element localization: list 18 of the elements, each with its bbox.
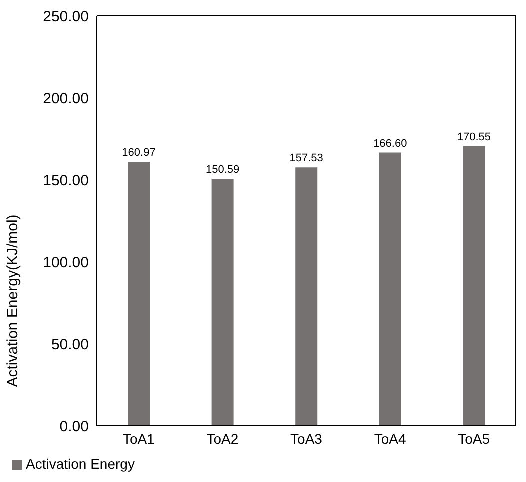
x-tick-label: ToA5 [458, 430, 490, 447]
text: 166.60 [374, 138, 408, 150]
x-tick-label: ToA1 [122, 430, 156, 447]
y-tick-label: 150.00 [43, 172, 89, 190]
y-tick-label: 250.00 [43, 8, 89, 26]
text: 160.97 [122, 147, 156, 160]
text: 157.53 [290, 152, 324, 165]
y-tick-label: 0.00 [60, 418, 89, 436]
text: 150.59 [206, 164, 240, 176]
legend-label: Activation Energy [26, 456, 135, 472]
x-tick-label: ToA2 [206, 430, 239, 447]
x-tick-label: ToA3 [290, 430, 323, 447]
y-tick-label: 50.00 [51, 336, 89, 354]
y-tick-label: 100.00 [43, 254, 89, 272]
x-tick-label: ToA4 [374, 430, 406, 447]
y-axis-title: Activation Energy(KJ/mol) [4, 214, 22, 388]
text: 170.55 [457, 131, 492, 144]
y-tick-label: 200.00 [43, 90, 89, 108]
